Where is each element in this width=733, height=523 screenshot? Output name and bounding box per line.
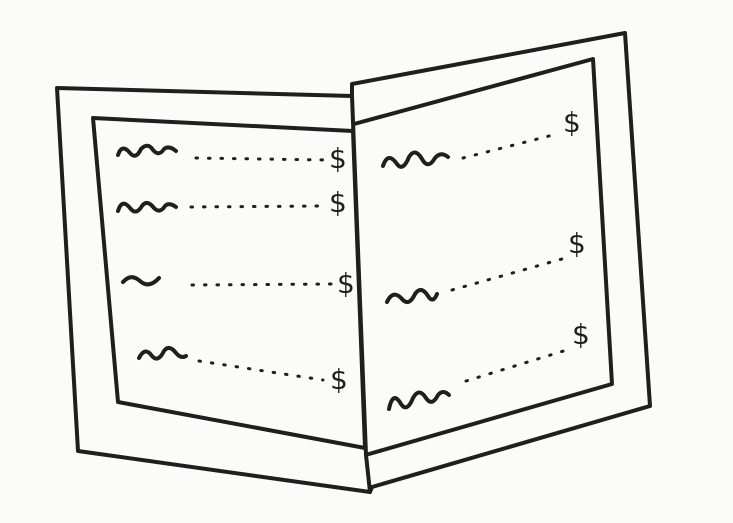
item-name-scribble xyxy=(116,143,178,158)
left-menu-item-4: $ xyxy=(137,346,348,396)
leader-dots xyxy=(190,282,337,287)
price-dollar-icon: $ xyxy=(337,267,355,300)
price-dollar-icon: $ xyxy=(329,186,347,219)
leader-dots xyxy=(450,257,564,292)
left-menu-item-1: $ xyxy=(116,142,347,175)
item-name-scribble xyxy=(116,201,178,214)
left-page-outline xyxy=(91,116,367,450)
item-name-scribble xyxy=(121,275,161,287)
item-name-scribble xyxy=(381,150,450,169)
leader-dots xyxy=(197,359,325,382)
leader-dots xyxy=(194,156,329,162)
right-menu-item-2: $ xyxy=(385,227,586,305)
item-name-scribble xyxy=(387,390,451,411)
price-dollar-icon: $ xyxy=(572,318,590,351)
leader-dots xyxy=(464,347,572,383)
price-dollar-icon: $ xyxy=(568,227,586,260)
right-page-outline xyxy=(352,57,614,456)
price-dollar-icon: $ xyxy=(563,106,581,139)
right-menu-item-3: $ xyxy=(387,318,590,411)
menu-cover-outline xyxy=(55,31,652,494)
left-menu-item-2: $ xyxy=(116,186,347,219)
right-menu-item-1: $ xyxy=(381,106,581,169)
item-name-scribble xyxy=(385,288,439,305)
leader-dots xyxy=(189,204,326,209)
item-name-scribble xyxy=(137,346,188,361)
price-dollar-icon: $ xyxy=(330,363,348,396)
left-menu-item-3: $ xyxy=(121,267,355,300)
price-dollar-icon: $ xyxy=(329,142,347,175)
leader-dots xyxy=(461,132,559,160)
